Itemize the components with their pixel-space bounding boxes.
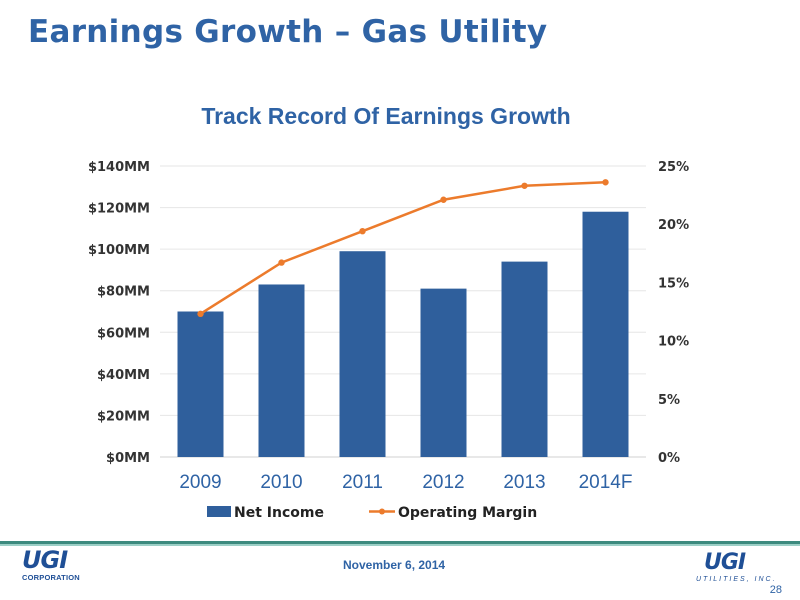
left-tick-label: $0MM (106, 451, 150, 466)
operating-margin-point-2014F (602, 179, 609, 186)
ugi-utilities-logo: UGI UTILITIES, INC. (696, 552, 792, 586)
footer-rule-light (0, 544, 800, 546)
right-tick-label: 20% (658, 218, 689, 233)
x-tick-label: 2012 (422, 472, 464, 493)
x-tick-label: 2010 (260, 472, 302, 493)
earnings-chart: Track Record Of Earnings Growth $0MM $20M… (88, 103, 689, 521)
page-number: 28 (769, 584, 782, 596)
slide-title: Earnings Growth – Gas Utility (28, 14, 548, 50)
ugi-utilities-logo-mark: UGI (704, 550, 746, 575)
legend-net-income-swatch (207, 506, 231, 517)
footer-date: November 6, 2014 (343, 558, 446, 572)
legend-operating-margin-label: Operating Margin (398, 505, 537, 521)
x-tick-label: 2011 (342, 472, 383, 493)
ugi-logo-mark: UGI (22, 546, 68, 574)
operating-margin-line (197, 179, 609, 318)
left-tick-label: $80MM (97, 285, 150, 300)
ugi-utilities-logo-subtitle: UTILITIES, INC. (696, 576, 777, 583)
right-tick-label: 15% (658, 276, 689, 291)
bar-net-income-2010 (258, 284, 305, 457)
operating-margin-point-2009 (197, 310, 204, 318)
legend-net-income-label: Net Income (234, 505, 324, 521)
left-tick-label: $140MM (88, 160, 150, 175)
footer-rule (0, 541, 800, 544)
gridlines (160, 165, 646, 458)
right-tick-label: 10% (658, 335, 689, 350)
right-tick-label: 0% (658, 451, 680, 466)
operating-margin-point-2011 (359, 227, 366, 235)
legend: Net Income Operating Margin (207, 505, 537, 521)
legend-operating-margin-marker (379, 508, 385, 515)
bar-net-income-2009 (177, 311, 224, 457)
operating-margin-point-2010 (278, 259, 285, 266)
operating-margin-point-2012 (440, 196, 447, 203)
operating-margin-point-2013 (521, 182, 528, 189)
x-axis: 2009 2010 2011 2012 2013 2014F (179, 472, 632, 493)
ugi-logo-subtitle: CORPORATION (22, 573, 80, 582)
left-tick-label: $120MM (88, 202, 150, 217)
left-tick-label: $60MM (97, 326, 150, 341)
operating-margin-polyline (199, 181, 606, 315)
chart-title: Track Record Of Earnings Growth (201, 103, 570, 129)
left-tick-label: $40MM (97, 368, 150, 383)
right-axis: 0% 5% 10% 15% 20% 25% (658, 160, 689, 466)
bar-net-income-2011 (339, 251, 386, 457)
ugi-corporation-logo: UGI CORPORATION (22, 548, 80, 584)
right-tick-label: 5% (658, 393, 680, 408)
left-tick-label: $20MM (97, 409, 150, 424)
bars (177, 211, 629, 457)
x-tick-label: 2013 (503, 472, 545, 493)
x-tick-label: 2014F (579, 472, 633, 493)
bar-net-income-2012 (420, 288, 467, 457)
left-axis: $0MM $20MM $40MM $60MM $80MM $100MM $120MM $140… (88, 160, 150, 466)
bar-net-income-2013 (501, 261, 548, 457)
left-tick-label: $100MM (88, 243, 150, 258)
right-tick-label: 25% (658, 160, 689, 175)
x-tick-label: 2009 (179, 472, 221, 493)
bar-net-income-2014F (582, 211, 629, 457)
